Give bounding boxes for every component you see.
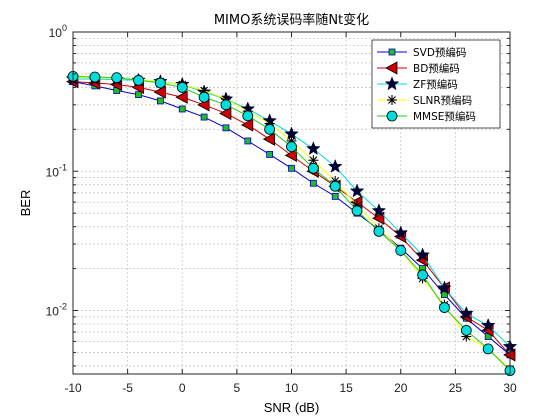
data-point bbox=[284, 148, 297, 163]
y-tick-label: 10-2 bbox=[46, 302, 67, 319]
data-point bbox=[264, 123, 276, 135]
data-point bbox=[309, 179, 317, 187]
data-point bbox=[266, 151, 274, 158]
data-point bbox=[371, 203, 387, 218]
legend-label: MMSE预编码 bbox=[413, 110, 476, 123]
data-point bbox=[176, 82, 188, 93]
data-point bbox=[240, 118, 254, 132]
data-point bbox=[135, 91, 142, 99]
data-point bbox=[327, 158, 343, 173]
legend-item: SLNR预编码 bbox=[377, 94, 472, 107]
data-point bbox=[415, 247, 430, 262]
x-tick-label: 25 bbox=[449, 381, 463, 395]
legend-item: ZF预编码 bbox=[377, 76, 458, 91]
data-point bbox=[351, 205, 363, 217]
data-point bbox=[111, 72, 123, 84]
data-point bbox=[306, 141, 321, 156]
data-point bbox=[331, 192, 339, 200]
data-point bbox=[89, 71, 101, 83]
data-point bbox=[480, 317, 496, 332]
legend-marker bbox=[385, 61, 398, 75]
data-point bbox=[482, 343, 494, 355]
data-point bbox=[437, 280, 452, 295]
data-point bbox=[156, 97, 164, 105]
data-point bbox=[198, 91, 210, 103]
data-point bbox=[133, 74, 144, 86]
data-point bbox=[175, 90, 188, 104]
y-tick-label: 100 bbox=[49, 23, 67, 40]
legend-marker bbox=[388, 48, 396, 56]
x-tick-label: -10 bbox=[64, 381, 82, 395]
data-point bbox=[288, 164, 295, 172]
data-point bbox=[393, 225, 409, 240]
data-point bbox=[178, 105, 186, 113]
legend-item: MMSE预编码 bbox=[377, 110, 476, 123]
x-tick-label: 5 bbox=[234, 381, 241, 395]
x-tick-label: 0 bbox=[179, 381, 186, 395]
data-point bbox=[242, 110, 254, 122]
data-point bbox=[153, 85, 166, 99]
data-point bbox=[373, 225, 385, 237]
legend-marker bbox=[387, 95, 397, 105]
data-point bbox=[222, 124, 230, 132]
x-tick-label: 20 bbox=[394, 381, 408, 395]
data-point bbox=[458, 305, 474, 320]
y-axis-label: BER bbox=[18, 190, 33, 217]
data-point bbox=[200, 113, 208, 121]
data-point bbox=[219, 106, 232, 121]
y-tick-label: 10-1 bbox=[46, 162, 67, 179]
legend-label: SVD预编码 bbox=[413, 46, 466, 59]
data-point bbox=[307, 162, 319, 174]
chart-title: MIMO系统误码率随Nt变化 bbox=[214, 12, 369, 28]
legend-item: BD预编码 bbox=[377, 61, 460, 75]
data-point bbox=[286, 141, 297, 153]
legend-label: BD预编码 bbox=[413, 62, 460, 75]
axis-ticks: -10 -5 0 5 10 15 20 25 30 10-2 10-1 100 bbox=[46, 23, 517, 395]
x-tick-label: 15 bbox=[339, 381, 353, 395]
data-point bbox=[439, 302, 450, 313]
legend-marker bbox=[386, 110, 398, 122]
legend: SVD预编码 BD预编码 ZF预编码 SLNR预编码 MMSE预编码 bbox=[371, 39, 501, 129]
legend-label: SLNR预编码 bbox=[413, 94, 472, 107]
x-tick-label: -5 bbox=[122, 381, 133, 395]
data-point bbox=[244, 137, 252, 145]
legend-item: SVD预编码 bbox=[377, 46, 466, 59]
data-point bbox=[329, 180, 341, 192]
data-point bbox=[349, 183, 365, 198]
data-point bbox=[154, 77, 166, 89]
data-point bbox=[417, 269, 429, 281]
data-point bbox=[460, 324, 472, 336]
x-tick-label: 30 bbox=[503, 381, 517, 395]
data-point bbox=[262, 132, 276, 146]
data-point bbox=[220, 99, 232, 111]
x-axis-label: SNR (dB) bbox=[264, 400, 320, 415]
x-tick-label: 10 bbox=[285, 381, 299, 395]
legend-marker bbox=[384, 76, 400, 91]
legend-label: ZF预编码 bbox=[413, 78, 458, 91]
data-point bbox=[395, 245, 407, 256]
